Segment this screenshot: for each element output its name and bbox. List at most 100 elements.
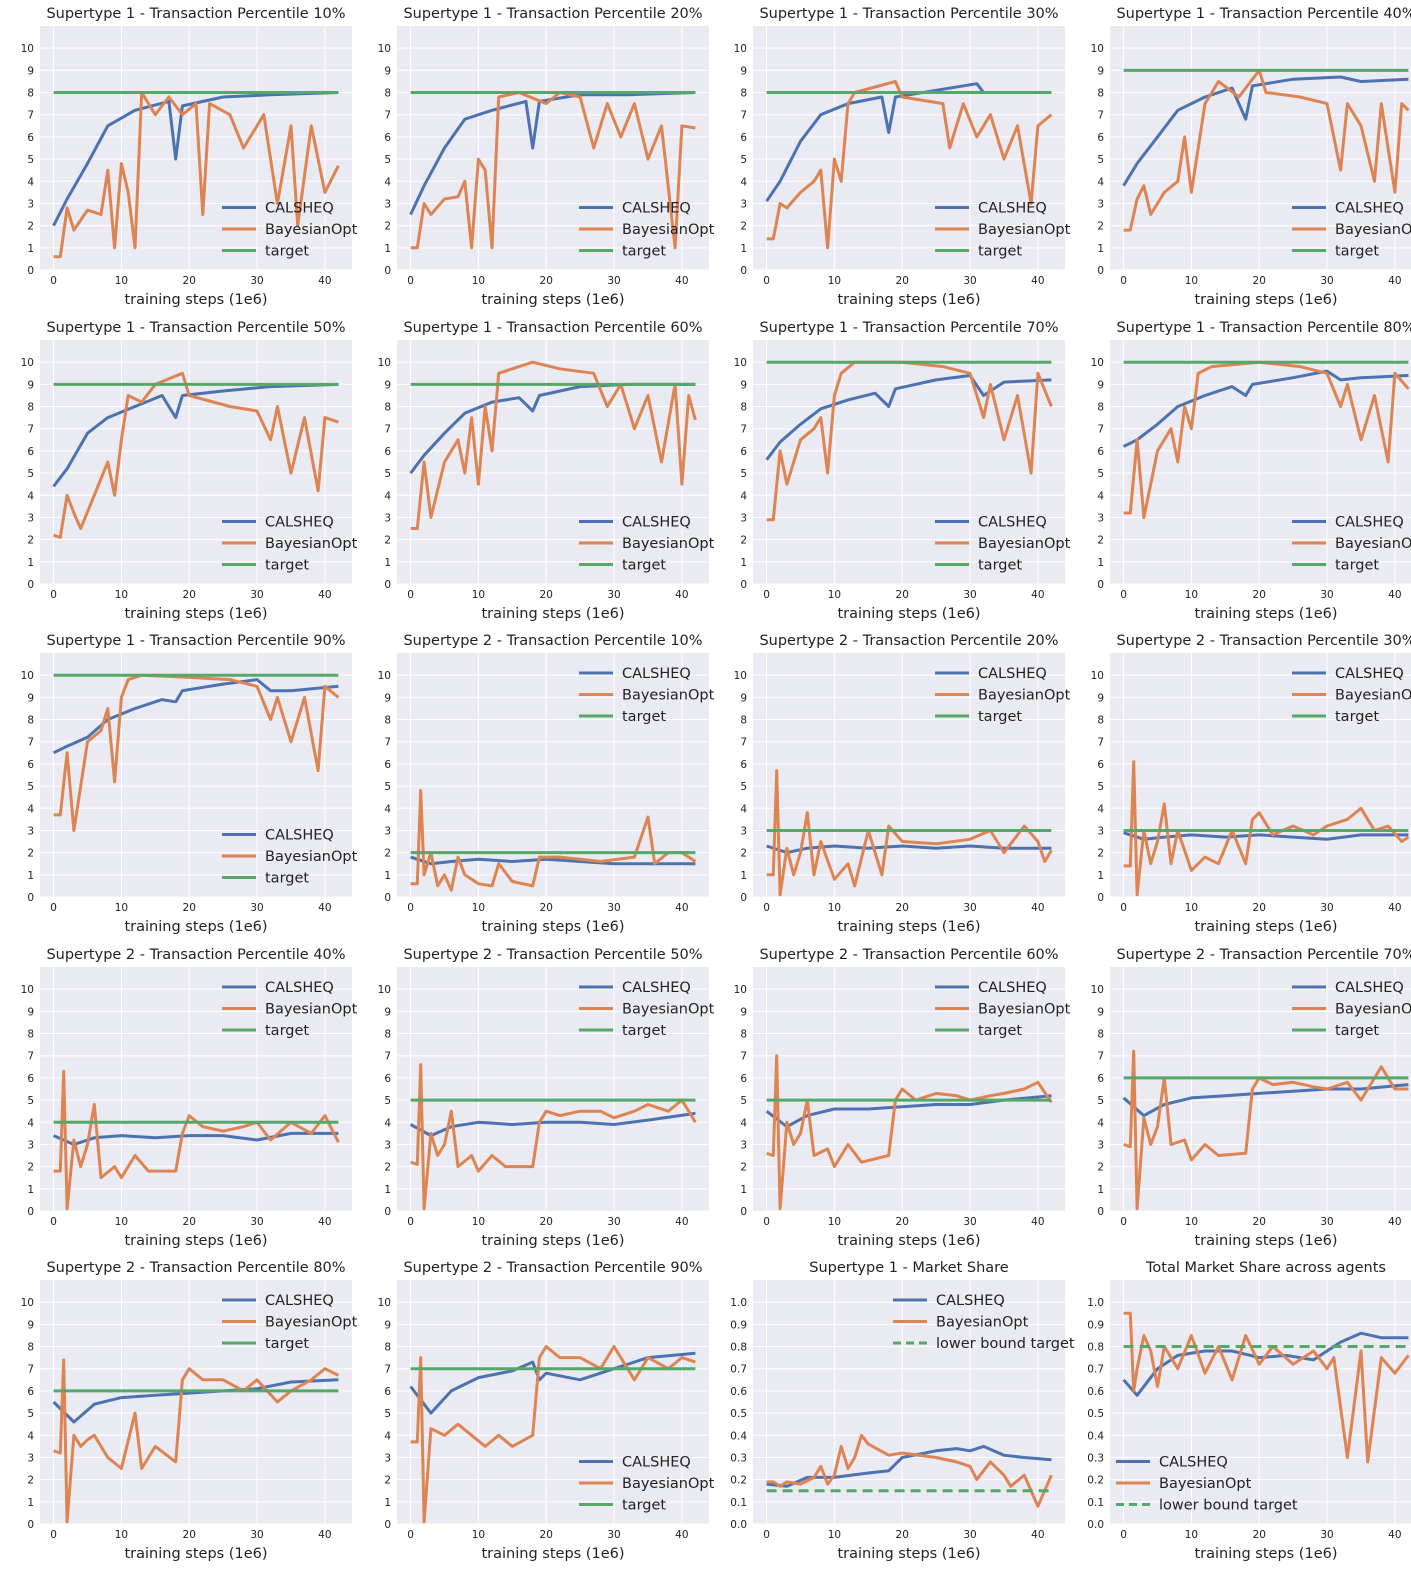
x-tick-label: 0 [407, 902, 414, 914]
y-tick-label: 9 [1097, 1006, 1104, 1018]
y-tick-label: 1 [740, 870, 747, 882]
y-tick-label: 9 [740, 1006, 747, 1018]
y-tick-label: 1 [1097, 1183, 1104, 1195]
legend: CALSHEQ BayesianOpt lower bound target [1115, 1455, 1297, 1514]
legend: CALSHEQ BayesianOpt target [578, 980, 714, 1039]
chart-panel-11: Supertype 2 - Transaction Percentile 20%… [734, 633, 1071, 935]
y-tick-label: 6 [27, 759, 34, 771]
x-tick-label: 20 [183, 1216, 196, 1228]
chart-panel-10: Supertype 2 - Transaction Percentile 10%… [377, 633, 714, 935]
x-tick-label: 40 [1031, 275, 1044, 287]
y-tick-label: 5 [384, 154, 391, 166]
y-tick-label: 3 [384, 825, 391, 837]
x-tick-label: 20 [539, 1529, 552, 1541]
y-tick-label: 1 [27, 870, 34, 882]
y-tick-label: 0.8 [1087, 1342, 1104, 1354]
y-tick-label: 1 [384, 870, 391, 882]
y-tick-label: 0 [384, 579, 391, 591]
x-tick-label: 40 [1031, 589, 1044, 601]
x-tick-label: 20 [896, 902, 909, 914]
x-axis-label: training steps (1e6) [481, 292, 624, 308]
y-tick-label: 0 [1097, 265, 1104, 277]
legend-label: BayesianOpt [978, 222, 1071, 238]
series-line-calsheq [765, 1093, 1052, 1128]
y-tick-label: 5 [740, 468, 747, 480]
y-tick-label: 9 [1097, 65, 1104, 77]
legend-label: target [265, 244, 309, 260]
y-tick-label: 3 [740, 198, 747, 210]
y-tick-label: 3 [740, 512, 747, 524]
chart-title: Supertype 2 - Transaction Percentile 20% [759, 633, 1058, 649]
legend-label: CALSHEQ [265, 201, 334, 217]
y-tick-label: 10 [21, 984, 34, 996]
legend-label: CALSHEQ [622, 514, 691, 530]
y-tick-label: 7 [1097, 1050, 1104, 1062]
y-tick-label: 9 [27, 379, 34, 391]
y-tick-label: 8 [27, 401, 34, 413]
chart-panel-6: Supertype 1 - Transaction Percentile 60%… [377, 320, 714, 622]
plot-area [396, 339, 709, 584]
y-tick-label: 3 [740, 1139, 747, 1151]
y-tick-label: 7 [740, 423, 747, 435]
legend-label: CALSHEQ [936, 1293, 1005, 1309]
y-tick-label: 6 [384, 445, 391, 457]
plot-area [1109, 1280, 1411, 1524]
chart-panel-7: Supertype 1 - Transaction Percentile 70%… [734, 320, 1071, 622]
y-tick-label: 1 [1097, 556, 1104, 568]
y-tick-label: 9 [384, 1319, 391, 1331]
y-tick-label: 8 [384, 715, 391, 727]
x-tick-label: 0 [763, 1529, 770, 1541]
y-tick-label: 5 [1097, 468, 1104, 480]
x-tick-label: 0 [50, 1529, 57, 1541]
plot-area [40, 653, 352, 897]
y-tick-label: 3 [27, 198, 34, 210]
y-tick-label: 3 [384, 198, 391, 210]
y-tick-label: 0 [740, 892, 747, 904]
y-tick-label: 4 [384, 176, 391, 188]
y-tick-label: 7 [1097, 423, 1104, 435]
series-line-bayesianopt [410, 360, 697, 530]
legend-label: target [622, 244, 666, 260]
x-tick-label: 0 [1120, 1529, 1127, 1541]
legend-label: target [622, 557, 666, 573]
x-tick-label: 20 [896, 1529, 909, 1541]
legend-label: CALSHEQ [1335, 201, 1404, 217]
legend-label: BayesianOpt [936, 1315, 1029, 1331]
legend: CALSHEQ BayesianOpt lower bound target [893, 1293, 1075, 1352]
x-tick-label: 10 [828, 1529, 841, 1541]
y-tick-label: 10 [377, 670, 390, 682]
y-tick-label: 3 [1097, 198, 1104, 210]
y-tick-label: 7 [384, 737, 391, 749]
x-tick-label: 40 [675, 1529, 688, 1541]
y-tick-label: 0 [384, 265, 391, 277]
y-tick-label: 0.9 [730, 1319, 747, 1331]
x-tick-label: 40 [1031, 1529, 1044, 1541]
y-tick-label: 9 [384, 1006, 391, 1018]
x-tick-label: 0 [1120, 589, 1127, 601]
series-line-calsheq [1122, 831, 1408, 841]
x-tick-label: 0 [407, 1216, 414, 1228]
y-tick-label: 7 [1097, 737, 1104, 749]
y-tick-label: 0.7 [1087, 1364, 1104, 1376]
series-line-bayesianopt [53, 1069, 340, 1210]
y-tick-label: 6 [740, 759, 747, 771]
x-tick-label: 20 [183, 902, 196, 914]
x-tick-label: 0 [50, 1216, 57, 1228]
y-tick-label: 10 [377, 357, 390, 369]
chart-panel-9: Supertype 1 - Transaction Percentile 90%… [21, 633, 358, 935]
y-tick-label: 1 [384, 243, 391, 255]
y-tick-label: 4 [740, 176, 747, 188]
x-tick-label: 40 [318, 275, 331, 287]
x-tick-label: 30 [607, 1216, 620, 1228]
series-line-bayesianopt [1123, 1311, 1410, 1464]
legend-label: BayesianOpt [1335, 536, 1411, 552]
y-tick-label: 1 [27, 556, 34, 568]
chart-title: Supertype 1 - Transaction Percentile 90% [46, 633, 345, 649]
series-line-calsheq [52, 382, 339, 487]
x-tick-label: 30 [607, 1529, 620, 1541]
y-tick-label: 8 [1097, 1028, 1104, 1040]
x-tick-label: 10 [1184, 589, 1197, 601]
x-axis-label: training steps (1e6) [1194, 292, 1337, 308]
y-tick-label: 0 [384, 892, 391, 904]
y-tick-label: 0.2 [730, 1475, 747, 1487]
